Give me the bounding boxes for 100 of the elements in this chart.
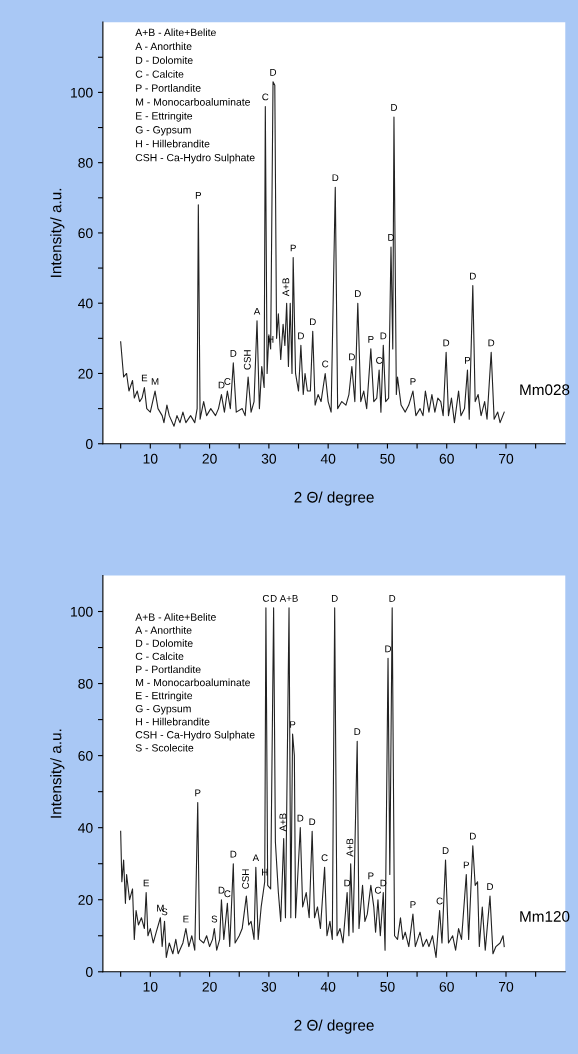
annotation: D xyxy=(355,290,361,298)
y-tick-label: 0 xyxy=(85,439,93,449)
annotation: D xyxy=(298,332,304,340)
x-axis-title: 2 Θ/ degree xyxy=(294,491,374,506)
y-axis-title: Intensity/ a.u. xyxy=(50,188,65,277)
y-axis-title: Intensity/ a.u. xyxy=(50,729,65,818)
annotation: A xyxy=(252,854,260,862)
annotation: E - Ettringite xyxy=(136,691,193,702)
annotation: P xyxy=(368,336,374,343)
annotation: A+B xyxy=(279,595,298,602)
annotation: D xyxy=(487,883,494,890)
annotation: P xyxy=(195,789,201,797)
annotation: P xyxy=(290,721,296,728)
annotation: H - Hillebrandite xyxy=(136,139,210,148)
x-tick-label: 50 xyxy=(380,453,395,464)
line-series xyxy=(120,607,505,958)
annotation: CSH - Ca-Hydro Sulphate xyxy=(135,730,255,741)
y-tick-label: 20 xyxy=(78,895,93,905)
annotation: D xyxy=(354,728,361,736)
annotation: D xyxy=(218,381,225,389)
annotation: S - Scolecite xyxy=(135,743,194,752)
annotation: C xyxy=(436,897,443,905)
annotation: E xyxy=(183,915,189,923)
annotation: D xyxy=(391,104,397,111)
annotation: S xyxy=(161,908,168,916)
x-tick-label: 70 xyxy=(498,981,514,992)
annotation: A+B xyxy=(279,813,287,832)
annotation: M - Monocarboaluminate xyxy=(136,98,250,106)
annotation: D xyxy=(331,595,338,602)
annotation: P - Portlandite xyxy=(136,84,201,92)
annotation: E xyxy=(143,879,149,887)
annotation: C xyxy=(262,93,269,101)
x-tick-label: 20 xyxy=(202,453,217,464)
annotation: D xyxy=(470,272,476,280)
annotation: P xyxy=(463,861,470,869)
x-tick-label: 30 xyxy=(261,453,277,464)
annotation: D xyxy=(385,645,392,653)
annotation: P xyxy=(410,901,416,908)
annotation: H - Hillebrandite xyxy=(136,717,210,726)
annotation: A+B - Alite+Belite xyxy=(135,28,216,37)
annotation: A+B xyxy=(346,838,354,857)
annotation: C xyxy=(224,378,231,385)
annotation: A - Anorthite xyxy=(135,42,192,51)
x-tick-label: 60 xyxy=(439,981,454,992)
annotation: E xyxy=(141,374,148,382)
x-tick-label: 40 xyxy=(320,453,336,464)
annotation: D - Dolomite xyxy=(136,639,193,647)
x-tick-label: 10 xyxy=(143,981,158,992)
x-axis-title: 2 Θ/ degree xyxy=(294,1019,374,1034)
annotation: D xyxy=(297,814,304,822)
annotation: C xyxy=(262,594,270,602)
y-tick-label: 0 xyxy=(85,967,93,977)
y-tick-label: 60 xyxy=(78,750,93,761)
annotation: P xyxy=(290,244,296,252)
annotation: D xyxy=(470,832,476,840)
annotation: E - Ettringite xyxy=(136,111,193,122)
y-tick-label: 40 xyxy=(78,298,93,309)
series-label: Mm120 xyxy=(520,911,570,922)
annotation: P xyxy=(368,872,374,880)
y-tick-label: 100 xyxy=(71,606,93,617)
annotation: C xyxy=(376,356,383,364)
y-tick-label: 80 xyxy=(78,158,93,168)
x-tick-label: 10 xyxy=(143,453,158,464)
annotation: P - Portlandite xyxy=(136,665,201,674)
annotation: C - Calcite xyxy=(135,70,184,78)
annotation: CSH xyxy=(242,869,249,889)
annotation: C - Calcite xyxy=(135,652,184,661)
annotation: P xyxy=(410,378,416,385)
annotation: D xyxy=(310,318,316,326)
annotation: A+B - Alite+Belite xyxy=(135,613,216,621)
annotation: M xyxy=(157,904,164,912)
y-tick-label: 80 xyxy=(78,678,93,689)
y-tick-label: 60 xyxy=(78,228,93,239)
annotation: A - Anorthite xyxy=(135,626,192,634)
annotation: P xyxy=(195,191,202,199)
annotation: S xyxy=(211,915,218,923)
series-label: Mm028 xyxy=(520,384,570,396)
x-tick-label: 70 xyxy=(498,453,514,464)
annotation: D xyxy=(309,818,316,826)
annotation: C xyxy=(224,890,231,898)
y-tick-label: 40 xyxy=(78,823,93,833)
annotation: H xyxy=(267,336,274,343)
x-tick-label: 60 xyxy=(439,453,454,464)
annotation: G - Gypsum xyxy=(135,704,191,715)
annotation: D xyxy=(218,886,225,894)
annotation: C xyxy=(321,854,328,862)
annotation: D xyxy=(389,595,396,602)
annotation: D xyxy=(488,339,495,347)
x-tick-label: 40 xyxy=(320,981,336,992)
annotation: C xyxy=(374,886,382,894)
x-tick-label: 30 xyxy=(261,981,277,992)
annotation: D xyxy=(443,339,450,347)
annotation: D xyxy=(230,850,237,858)
y-tick-label: 100 xyxy=(71,87,93,98)
annotation: D xyxy=(349,353,355,361)
annotation: M xyxy=(151,378,159,385)
annotation: D xyxy=(344,879,351,887)
annotation: P xyxy=(465,357,471,364)
annotation: D xyxy=(332,174,339,182)
annotation: CSH xyxy=(243,350,251,370)
